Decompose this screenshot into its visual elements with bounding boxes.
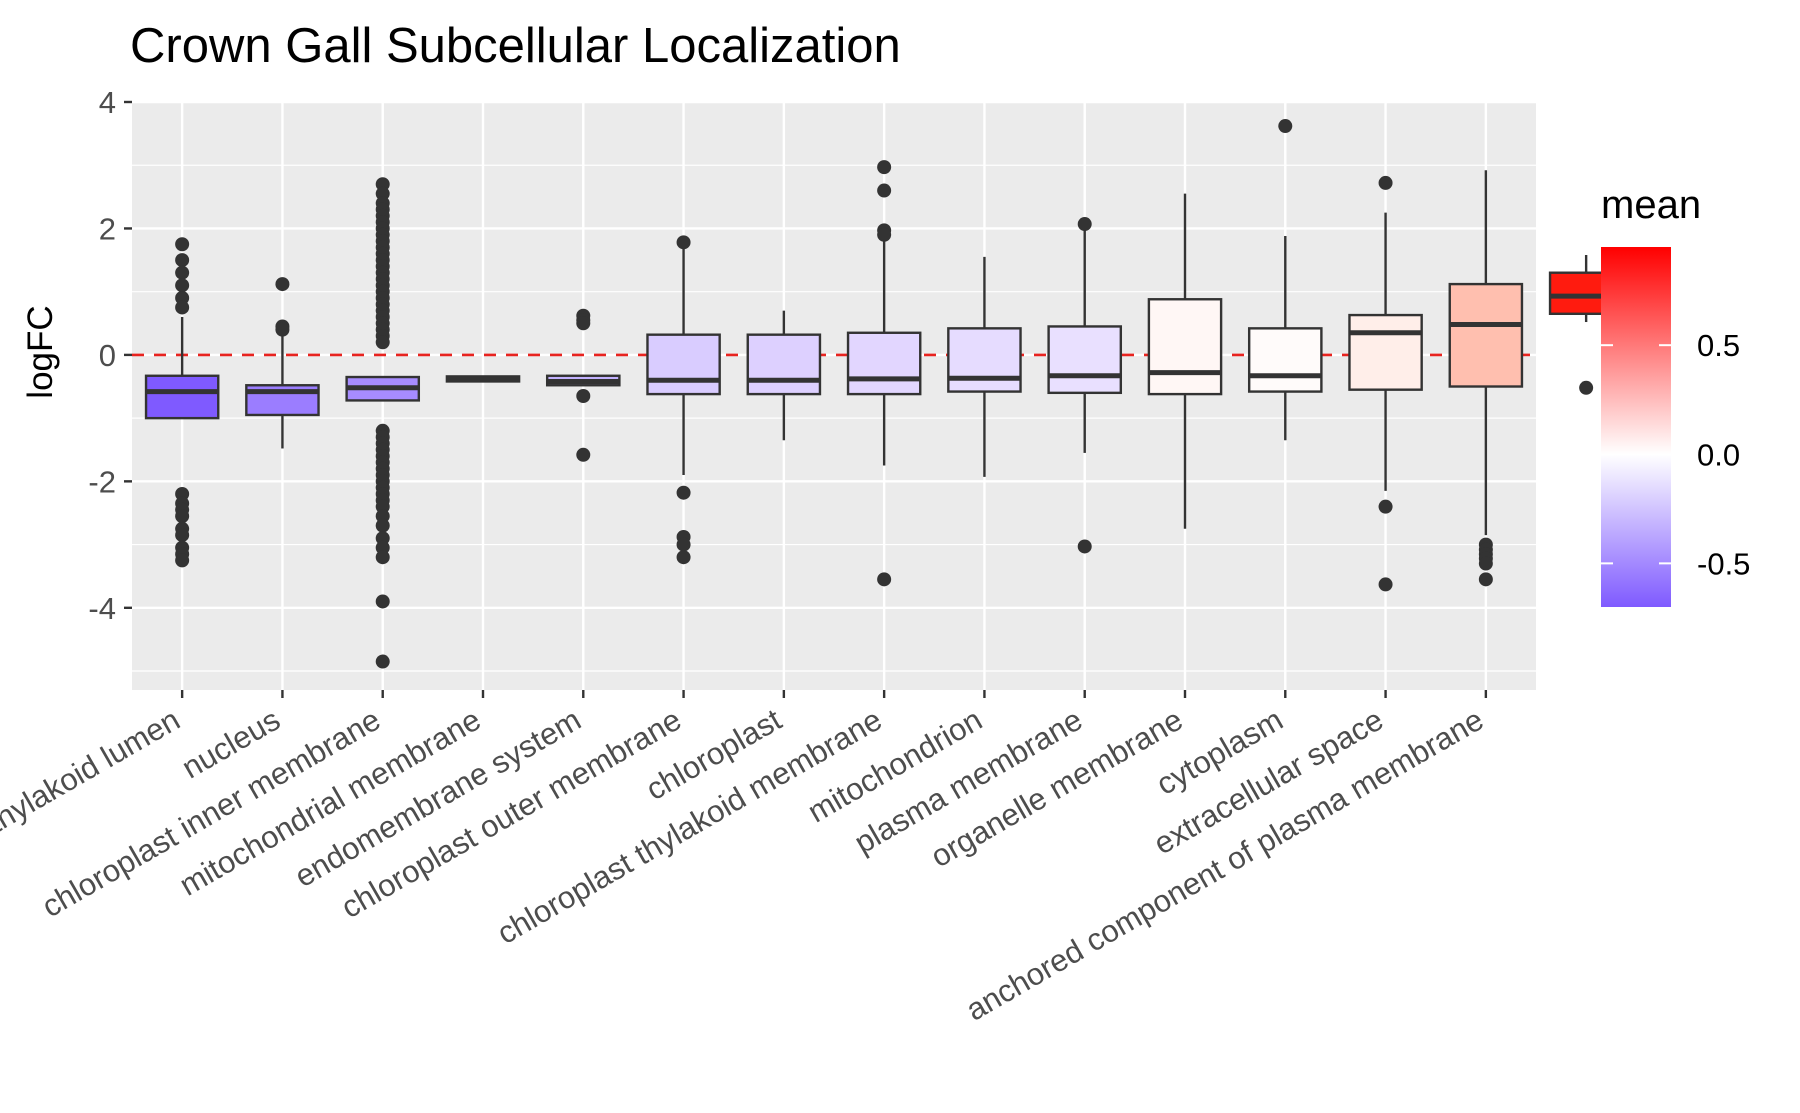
chart-title: Crown Gall Subcellular Localization (130, 19, 901, 73)
box-10 (1047, 217, 1123, 554)
y-axis: -4 -2 0 2 4 (88, 85, 132, 626)
outlier-point (576, 447, 591, 462)
outlier-point (676, 235, 691, 250)
outlier-point (175, 253, 190, 268)
iqr-box (846, 331, 922, 396)
outlier-point (175, 278, 190, 293)
iqr-box (646, 333, 721, 396)
iqr-box (746, 333, 822, 396)
panel-background (132, 102, 1536, 690)
outlier-point (275, 322, 290, 337)
box-11 (1147, 193, 1223, 529)
outlier-point (1378, 499, 1393, 514)
box-12 (1247, 119, 1323, 441)
x-axis: chloroplast thylakoid lumennucleuschloro… (0, 690, 1489, 1028)
box-4 (445, 375, 521, 383)
outlier-point (1378, 175, 1393, 190)
outlier-point (375, 550, 390, 565)
iqr-box (947, 327, 1022, 393)
outlier-point (175, 300, 190, 315)
box-5 (545, 308, 621, 462)
legend-title: mean (1601, 183, 1701, 227)
outlier-point (676, 485, 691, 500)
y-tick-label: 0 (99, 338, 116, 373)
outlier-point (877, 572, 892, 587)
outlier-point (1579, 380, 1594, 395)
legend: mean 0.5 0.0 -0.5 (1601, 183, 1750, 607)
legend-tick-label: 0.0 (1697, 437, 1740, 472)
outlier-point (375, 518, 390, 533)
legend-colorbar (1601, 247, 1671, 607)
legend-tick-label: -0.5 (1697, 546, 1750, 581)
outlier-point (375, 594, 390, 609)
outlier-point (375, 335, 390, 350)
outlier-point (175, 553, 190, 568)
outlier-point (175, 528, 190, 543)
box-14 (1448, 170, 1524, 587)
iqr-box (1247, 327, 1323, 393)
box-1 (144, 237, 220, 568)
y-tick-label: -4 (88, 591, 116, 626)
outlier-point (877, 183, 892, 198)
iqr-box (1348, 313, 1423, 391)
iqr-box (1448, 282, 1524, 388)
y-axis-title: logFC (21, 305, 60, 398)
box-13 (1348, 175, 1423, 592)
outlier-point (676, 550, 691, 565)
box-2 (245, 277, 320, 449)
outlier-point (375, 654, 390, 669)
box-9 (947, 256, 1022, 477)
iqr-box (144, 374, 220, 420)
outlier-point (877, 227, 892, 242)
outlier-point (275, 277, 290, 292)
outlier-point (1077, 217, 1092, 232)
outlier-point (175, 265, 190, 280)
iqr-box (1147, 298, 1223, 396)
outlier-point (676, 537, 691, 552)
outlier-point (576, 316, 591, 331)
y-tick-label: 2 (99, 211, 116, 246)
box-3 (345, 177, 421, 669)
outlier-point (1478, 556, 1493, 571)
outlier-point (175, 237, 190, 252)
y-tick-label: 4 (99, 85, 116, 120)
iqr-box (1047, 325, 1123, 395)
outlier-point (1378, 577, 1393, 592)
box-6 (646, 235, 721, 565)
box-8 (846, 160, 922, 587)
box-7 (746, 310, 822, 441)
outlier-point (576, 389, 591, 403)
outlier-point (1077, 539, 1092, 554)
plot-panel (132, 100, 1624, 690)
outlier-point (877, 160, 892, 175)
legend-tick-label: 0.5 (1697, 328, 1740, 363)
outlier-point (1278, 119, 1293, 134)
outlier-point (1478, 572, 1493, 587)
legend-ticks: 0.5 0.0 -0.5 (1601, 328, 1750, 581)
y-tick-label: -2 (88, 464, 116, 499)
outlier-point (175, 509, 190, 524)
